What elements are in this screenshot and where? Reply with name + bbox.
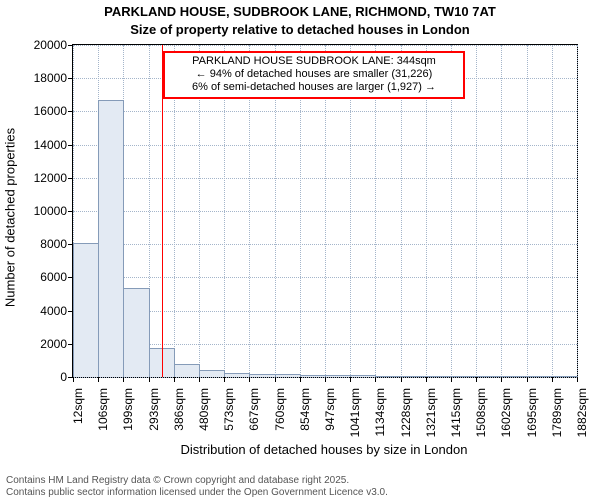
chart-title-line1: PARKLAND HOUSE, SUDBROOK LANE, RICHMOND,…: [0, 4, 600, 19]
y-tick-label: 18000: [34, 71, 67, 85]
x-tick-mark: [123, 377, 124, 382]
x-tick-label: 12sqm: [71, 388, 85, 424]
histogram-bar: [552, 376, 578, 377]
x-tick-label: 386sqm: [172, 388, 186, 431]
x-tick-label: 293sqm: [147, 388, 161, 431]
y-tick-label: 16000: [34, 104, 67, 118]
x-tick-mark: [224, 377, 225, 382]
x-tick-mark: [350, 377, 351, 382]
x-tick-label: 667sqm: [247, 388, 261, 431]
histogram-bar: [476, 376, 502, 377]
y-tick-label: 2000: [40, 337, 67, 351]
x-tick-mark: [325, 377, 326, 382]
histogram-bar: [325, 375, 351, 377]
x-tick-label: 1321sqm: [424, 388, 438, 437]
histogram-bar: [350, 375, 376, 377]
x-tick-mark: [98, 377, 99, 382]
y-tick-label: 8000: [40, 237, 67, 251]
gridline-vertical: [552, 45, 553, 377]
histogram-bar: [300, 375, 326, 377]
x-tick-label: 480sqm: [197, 388, 211, 431]
x-tick-mark: [249, 377, 250, 382]
histogram-bar: [401, 376, 427, 377]
chart-title-line2: Size of property relative to detached ho…: [0, 22, 600, 37]
histogram-bar: [275, 374, 301, 377]
y-tick-label: 6000: [40, 270, 67, 284]
x-tick-label: 1134sqm: [373, 388, 387, 436]
x-tick-mark: [275, 377, 276, 382]
x-tick-label: 199sqm: [121, 388, 135, 431]
x-tick-label: 1415sqm: [449, 388, 463, 437]
y-tick-label: 0: [60, 370, 67, 384]
y-tick-label: 14000: [34, 138, 67, 152]
histogram-bar: [123, 288, 149, 377]
histogram-bar: [98, 100, 124, 377]
x-tick-mark: [501, 377, 502, 382]
annotation-line1: PARKLAND HOUSE SUDBROOK LANE: 344sqm: [169, 55, 459, 68]
x-tick-label: 1602sqm: [499, 388, 513, 437]
x-tick-label: 1882sqm: [575, 388, 589, 437]
histogram-bar: [174, 364, 200, 377]
x-tick-mark: [476, 377, 477, 382]
y-tick-label: 20000: [34, 38, 67, 52]
x-tick-mark: [174, 377, 175, 382]
gridline-vertical: [501, 45, 502, 377]
histogram-bar: [527, 376, 553, 377]
x-tick-label: 1508sqm: [474, 388, 488, 437]
histogram-bar: [199, 370, 225, 377]
y-axis-label: Number of detached properties: [3, 52, 18, 384]
x-tick-label: 1789sqm: [550, 388, 564, 437]
x-tick-mark: [199, 377, 200, 382]
gridline-vertical: [527, 45, 528, 377]
y-tick-label: 10000: [34, 204, 67, 218]
x-tick-mark: [552, 377, 553, 382]
x-axis-label: Distribution of detached houses by size …: [72, 442, 576, 457]
x-tick-mark: [426, 377, 427, 382]
gridline-vertical: [577, 45, 578, 377]
x-tick-label: 106sqm: [96, 388, 110, 431]
x-tick-label: 854sqm: [298, 388, 312, 431]
attribution-line1: Contains HM Land Registry data © Crown c…: [6, 475, 600, 487]
annotation-line3: 6% of semi-detached houses are larger (1…: [169, 81, 459, 94]
histogram-bar: [451, 376, 477, 377]
gridline-vertical: [476, 45, 477, 377]
x-tick-label: 947sqm: [323, 388, 337, 431]
histogram-bar: [73, 243, 99, 377]
attribution-text: Contains HM Land Registry data © Crown c…: [0, 475, 600, 498]
x-tick-label: 573sqm: [222, 388, 236, 431]
x-tick-label: 1228sqm: [399, 388, 413, 437]
x-tick-label: 1695sqm: [525, 388, 539, 437]
histogram-bar: [426, 376, 452, 377]
histogram-bar: [375, 376, 401, 377]
x-tick-label: 1041sqm: [348, 388, 362, 437]
x-tick-mark: [577, 377, 578, 382]
annotation-line2: ← 94% of detached houses are smaller (31…: [169, 68, 459, 81]
x-tick-mark: [300, 377, 301, 382]
histogram-bar: [249, 374, 275, 377]
x-tick-mark: [527, 377, 528, 382]
y-tick-label: 12000: [34, 171, 67, 185]
x-tick-mark: [149, 377, 150, 382]
y-tick-label: 4000: [40, 304, 67, 318]
attribution-line2: Contains public sector information licen…: [6, 487, 600, 499]
x-tick-mark: [375, 377, 376, 382]
histogram-bar: [501, 376, 527, 377]
histogram-bar: [224, 373, 250, 377]
x-tick-mark: [451, 377, 452, 382]
annotation-box: PARKLAND HOUSE SUDBROOK LANE: 344sqm← 94…: [163, 51, 465, 99]
x-tick-label: 760sqm: [273, 388, 287, 431]
plot-area: 0200040006000800010000120001400016000180…: [72, 44, 578, 378]
x-tick-mark: [401, 377, 402, 382]
x-tick-mark: [73, 377, 74, 382]
